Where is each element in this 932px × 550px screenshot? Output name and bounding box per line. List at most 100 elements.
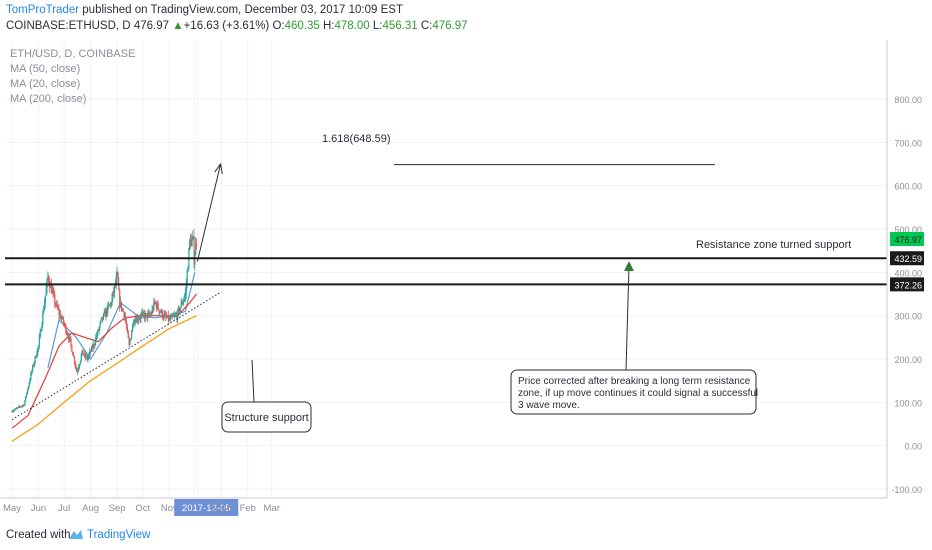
candle-body (56, 303, 58, 308)
callout-pointer (625, 265, 630, 371)
candle-body (21, 405, 23, 407)
callout-text: Price corrected after breaking a long te… (518, 376, 761, 411)
candle-body (133, 323, 135, 325)
y-tick-label: 600.00 (894, 182, 922, 192)
candle-body (95, 337, 97, 344)
y-tick-label: 500.00 (894, 225, 922, 235)
x-tick-label: Jul (58, 503, 70, 514)
candle-body (151, 308, 153, 315)
candle-body (142, 312, 144, 314)
candle-body (171, 315, 173, 317)
chart-header: TomProTrader published on TradingView.co… (0, 0, 932, 40)
projection-arrow (196, 165, 220, 262)
x-tick-label: May (3, 503, 21, 514)
candle-body (92, 344, 94, 349)
structure-label: Structure support (224, 412, 308, 424)
candle-body (152, 308, 154, 310)
candle-body (193, 236, 195, 265)
fib-label: 1.618(648.59) (322, 133, 391, 145)
symbol-name: COINBASE:ETHUSD, D (6, 20, 131, 32)
tradingview-cloud-icon (69, 530, 83, 539)
candle-body (146, 313, 148, 319)
ma200-line (11, 315, 197, 442)
candle-body (35, 356, 37, 358)
y-tick-label: -100.00 (891, 485, 922, 495)
candle-body (26, 393, 28, 396)
low-label: L: (372, 20, 383, 32)
candle-body (136, 317, 138, 323)
candle-body (106, 309, 108, 314)
candle-body (67, 336, 70, 340)
candle-body (157, 303, 159, 310)
up-arrow-icon: ▲ (172, 20, 184, 32)
candle-body (116, 272, 118, 277)
x-tick-label: Oct (135, 503, 150, 514)
candle-body (114, 284, 116, 293)
candle-body (20, 406, 23, 408)
up-arrow-icon (624, 261, 634, 271)
candle-body (149, 312, 151, 316)
x-tick-label: Nov (161, 503, 178, 514)
low-value: 456.31 (382, 20, 418, 32)
candle-body (165, 314, 167, 317)
candle-body (185, 283, 187, 293)
candle-body (23, 404, 25, 406)
candle-body (12, 411, 14, 413)
candle-body (131, 324, 134, 332)
candle-body (164, 314, 166, 316)
candle-body (42, 312, 44, 325)
candle-body (109, 303, 111, 306)
candle-body (108, 305, 110, 307)
candle-body (131, 331, 133, 339)
candle-body (130, 338, 132, 341)
candles (11, 229, 198, 413)
candle-body (196, 243, 198, 245)
candle-body (40, 330, 42, 332)
x-tick-label: Aug (82, 503, 99, 514)
candle-body (32, 365, 34, 372)
candle-body (61, 317, 64, 319)
candle-body (44, 295, 47, 303)
legend-ma50: MA (50, close) (10, 63, 80, 75)
candle-body (67, 333, 69, 337)
candle-body (43, 302, 46, 311)
candle-body (85, 356, 88, 358)
candle-body (189, 239, 191, 249)
price-chart[interactable]: 800.00 700.00 600.00 500.00 400.00 300.00 200.… (0, 40, 932, 522)
candle-body (153, 301, 155, 310)
footer: Created with TradingView (0, 522, 932, 550)
candle-body (11, 411, 13, 413)
candle-body (170, 316, 172, 320)
candle-body (105, 309, 107, 317)
y-tick-label: 800.00 (894, 95, 922, 105)
legend-ma200: MA (200, close) (10, 93, 86, 105)
candle-body (155, 303, 158, 309)
candle-body (128, 338, 130, 345)
candle-body (101, 316, 103, 320)
date-highlight-badge (174, 499, 239, 516)
candle-body (184, 296, 186, 300)
candle-body (195, 243, 197, 256)
price-note-callout: Price corrected after breaking a long te… (510, 369, 761, 415)
last-price: 476.97 (133, 20, 169, 32)
y-tick-label: 200.00 (894, 355, 922, 365)
author-link[interactable]: TomProTrader (6, 4, 80, 16)
candle-body (173, 315, 176, 317)
candle-body (169, 318, 171, 320)
candle-body (168, 318, 170, 321)
tradingview-brand[interactable]: TradingView (87, 529, 151, 541)
candle-body (172, 315, 174, 317)
candle-body (27, 386, 29, 390)
candle-body (115, 276, 117, 285)
candle-body (166, 315, 169, 318)
candle-body (63, 322, 65, 325)
candle-body (99, 322, 101, 328)
candle-body (73, 355, 75, 357)
candle-body (58, 309, 60, 315)
candle-body (113, 291, 115, 293)
candle-body (45, 288, 47, 296)
candle-body (32, 365, 35, 367)
price-change: +16.63 (+3.61%) (183, 20, 270, 32)
candle-body (180, 302, 182, 308)
candle-body (52, 290, 54, 293)
